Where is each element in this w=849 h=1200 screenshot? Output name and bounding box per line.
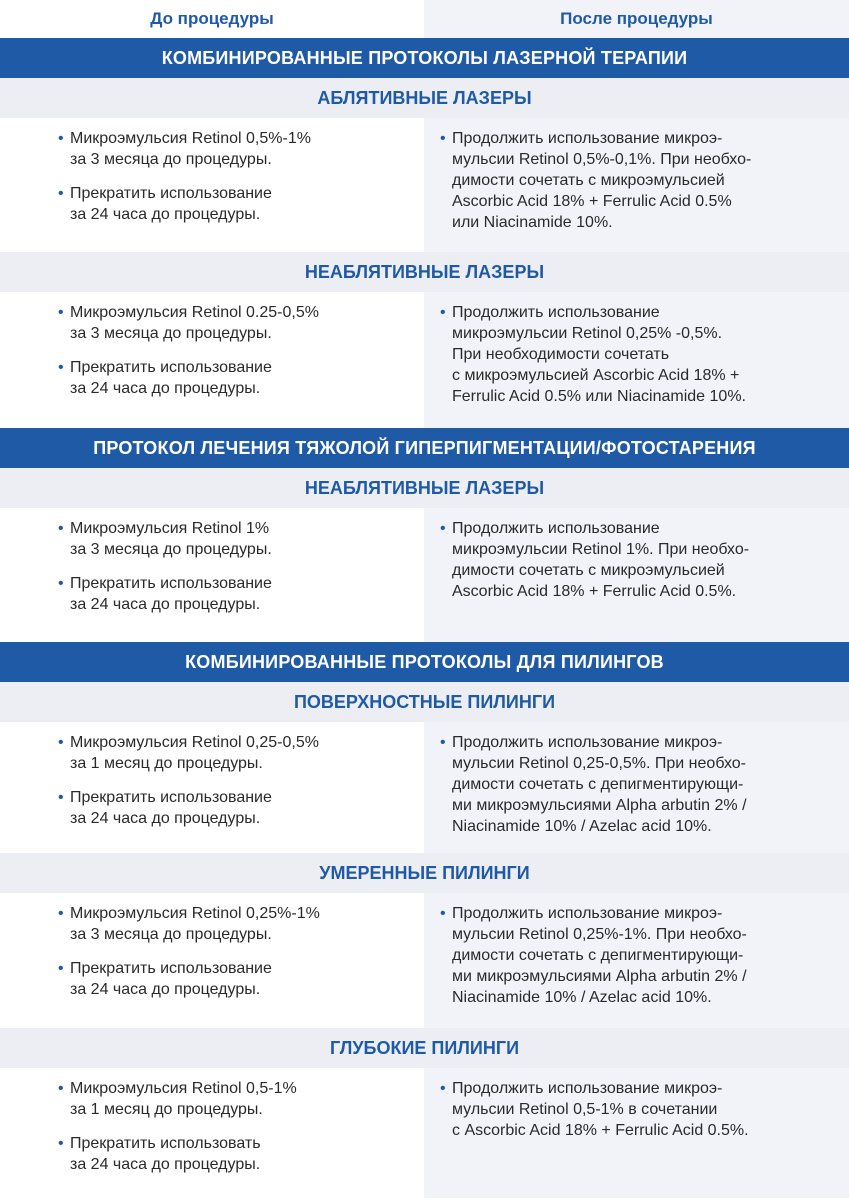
list-item: Микроэмульсия Retinol 1% за 3 месяца до … [58,518,424,560]
group-row: Микроэмульсия Retinol 0,25%-1% за 3 меся… [0,893,849,1028]
list-item: Микроэмульсия Retinol 0.25-0,5% за 3 мес… [58,302,424,344]
list-item: Прекратить использование за 24 часа до п… [58,183,424,225]
group-row: Микроэмульсия Retinol 0.25-0,5% за 3 мес… [0,292,849,428]
group-row: Микроэмульсия Retinol 0,5-1% за 1 месяц … [0,1068,849,1198]
after-cell: Продолжить использование микроэ- мульсии… [424,118,849,252]
group-subtitle: ГЛУБОКИЕ ПИЛИНГИ [0,1028,849,1068]
list-item: Микроэмульсия Retinol 0,25-0,5% за 1 мес… [58,732,424,774]
group-subtitle: АБЛЯТИВНЫЕ ЛАЗЕРЫ [0,78,849,118]
list-item: Прекратить использование за 24 часа до п… [58,357,424,399]
list-item: Продолжить использование микроэ- мульсии… [440,903,849,1008]
section-title: КОМБИНИРОВАННЫЕ ПРОТОКОЛЫ ДЛЯ ПИЛИНГОВ [0,642,849,682]
after-cell: Продолжить использование микроэ- мульсии… [424,722,849,853]
list-item: Прекратить использовать за 24 часа до пр… [58,1133,424,1175]
group-row: Микроэмульсия Retinol 0,5%-1% за 3 месяц… [0,118,849,252]
after-cell: Продолжить использование микроэ- мульсии… [424,893,849,1028]
group-row: Микроэмульсия Retinol 0,25-0,5% за 1 мес… [0,722,849,853]
before-cell: Микроэмульсия Retinol 1% за 3 месяца до … [0,508,424,642]
before-cell: Микроэмульсия Retinol 0,25%-1% за 3 меся… [0,893,424,1028]
list-item: Продолжить использование микроэ- мульсии… [440,732,849,837]
protocol-table: КОМБИНИРОВАННЫЕ ПРОТОКОЛЫ ЛАЗЕРНОЙ ТЕРАП… [0,38,849,1198]
before-cell: Микроэмульсия Retinol 0,25-0,5% за 1 мес… [0,722,424,853]
after-cell: Продолжить использование микроэмульсии R… [424,508,849,642]
list-item: Продолжить использование микроэмульсии R… [440,302,849,407]
after-cell: Продолжить использование микроэмульсии R… [424,292,849,428]
group-subtitle: ПОВЕРХНОСТНЫЕ ПИЛИНГИ [0,682,849,722]
list-item: Микроэмульсия Retinol 0,5-1% за 1 месяц … [58,1078,424,1120]
group-subtitle: УМЕРЕННЫЕ ПИЛИНГИ [0,853,849,893]
column-before: До процедуры [150,9,274,28]
before-cell: Микроэмульсия Retinol 0.25-0,5% за 3 мес… [0,292,424,428]
section-title: ПРОТОКОЛ ЛЕЧЕНИЯ ТЯЖОЛОЙ ГИПЕРПИГМЕНТАЦИ… [0,428,849,468]
before-cell: Микроэмульсия Retinol 0,5-1% за 1 месяц … [0,1068,424,1198]
group-subtitle: НЕАБЛЯТИВНЫЕ ЛАЗЕРЫ [0,468,849,508]
list-item: Продолжить использование микроэ- мульсии… [440,128,849,233]
list-item: Продолжить использование микроэ- мульсии… [440,1078,849,1141]
list-item: Прекратить использование за 24 часа до п… [58,573,424,615]
list-item: Микроэмульсия Retinol 0,25%-1% за 3 меся… [58,903,424,945]
after-cell: Продолжить использование микроэ- мульсии… [424,1068,849,1198]
section-title: КОМБИНИРОВАННЫЕ ПРОТОКОЛЫ ЛАЗЕРНОЙ ТЕРАП… [0,38,849,78]
before-cell: Микроэмульсия Retinol 0,5%-1% за 3 месяц… [0,118,424,252]
list-item: Продолжить использование микроэмульсии R… [440,518,849,602]
list-item: Прекратить использование за 24 часа до п… [58,958,424,1000]
group-subtitle: НЕАБЛЯТИВНЫЕ ЛАЗЕРЫ [0,252,849,292]
column-after: После процедуры [424,0,849,38]
group-row: Микроэмульсия Retinol 1% за 3 месяца до … [0,508,849,642]
list-item: Прекратить использование за 24 часа до п… [58,787,424,829]
column-headers: До процедуры После процедуры [0,0,849,38]
list-item: Микроэмульсия Retinol 0,5%-1% за 3 месяц… [58,128,424,170]
